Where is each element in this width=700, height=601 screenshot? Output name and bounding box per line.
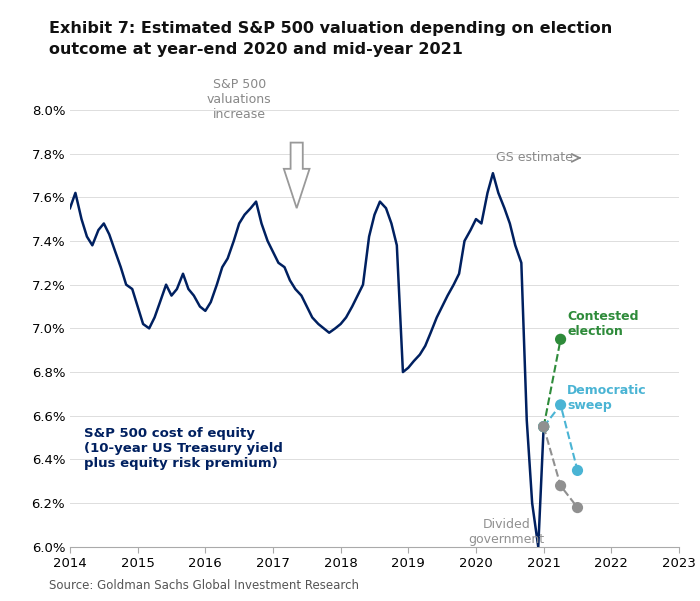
Text: Divided
government: Divided government [468, 519, 545, 546]
Point [538, 422, 550, 432]
Text: Exhibit 7: Estimated S&P 500 valuation depending on election: Exhibit 7: Estimated S&P 500 valuation d… [49, 21, 612, 36]
Text: Contested
election: Contested election [567, 310, 639, 338]
Text: Democratic
sweep: Democratic sweep [567, 384, 647, 412]
Point [572, 503, 583, 513]
Point [555, 400, 566, 410]
Text: S&P 500
valuations
increase: S&P 500 valuations increase [207, 78, 272, 121]
FancyArrow shape [284, 142, 309, 208]
Point [538, 422, 550, 432]
Point [538, 422, 550, 432]
Text: Source: Goldman Sachs Global Investment Research: Source: Goldman Sachs Global Investment … [49, 579, 359, 592]
Text: outcome at year-end 2020 and mid-year 2021: outcome at year-end 2020 and mid-year 20… [49, 42, 463, 57]
Point [555, 481, 566, 490]
Text: GS estimate: GS estimate [496, 151, 580, 165]
Text: S&P 500 cost of equity
(10-year US Treasury yield
plus equity risk premium): S&P 500 cost of equity (10-year US Treas… [83, 427, 282, 470]
Point [572, 466, 583, 475]
Point [555, 335, 566, 344]
